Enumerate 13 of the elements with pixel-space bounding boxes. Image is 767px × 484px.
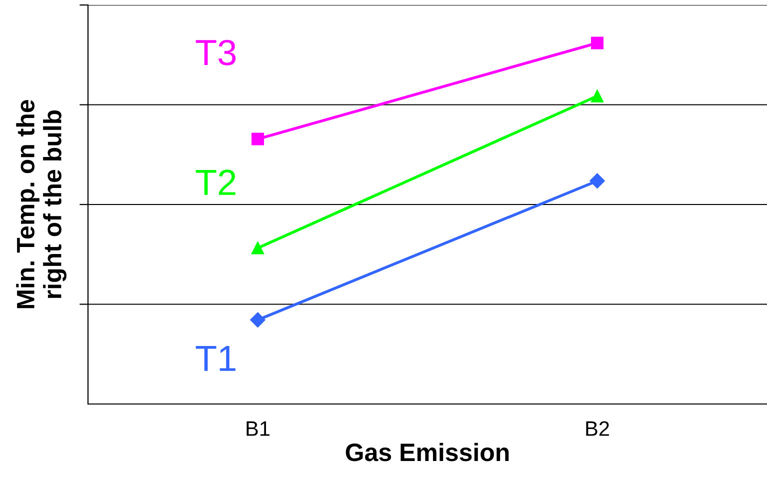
point (252, 132, 264, 146)
point (591, 90, 604, 102)
point (250, 312, 266, 328)
point (591, 36, 604, 50)
series-label: T1 (196, 346, 236, 371)
x-axis-title: Gas Emission (346, 442, 509, 462)
series-label: T3 (196, 40, 236, 66)
x-tick-label: B1 (246, 421, 270, 436)
point (252, 242, 264, 254)
series-label: T2 (196, 170, 236, 195)
x-tick-label: B2 (586, 421, 609, 436)
y-axis-title: Min. Temp. on the right of the bulb (16, 100, 66, 308)
point (590, 173, 605, 188)
